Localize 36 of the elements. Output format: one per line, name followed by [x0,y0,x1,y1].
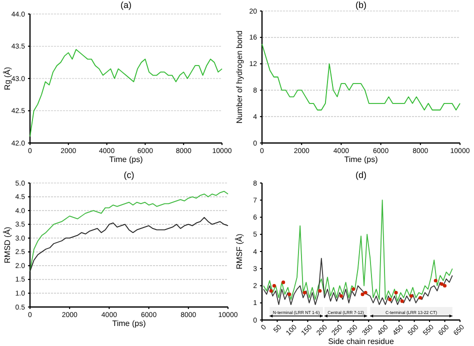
line-series [30,216,228,272]
point [400,299,404,303]
point [440,282,444,286]
point [388,298,392,302]
point [269,289,273,293]
point [360,292,364,296]
x-axis-title: Time (ps) [344,155,378,164]
point [364,290,368,294]
line-series [30,49,222,137]
chart-title: (c) [124,170,134,180]
y-axis-title: RMSD (Å) [3,226,12,264]
x-axis-title: Time (ps) [109,155,144,164]
point [272,284,276,288]
point [442,284,447,288]
chart-title: (b) [356,0,366,10]
point [339,294,343,298]
point [409,294,414,298]
line-series [30,190,228,272]
x-axis-title: Side chain residue [328,337,394,346]
point [282,280,286,284]
chart-title: (d) [356,170,366,180]
point [318,289,322,293]
point [394,290,398,294]
y-axis-title: Number of hydrogen bond [235,30,244,124]
y-axis-title: Rg (Å) [3,66,12,90]
chart-title: (a) [120,0,132,10]
line-series [263,200,453,302]
x-axis-title: Time (ps) [112,319,146,328]
point [352,287,356,291]
y-axis-title: RMSF (Å) [235,233,244,270]
point [288,292,292,296]
line-series [263,258,453,306]
point [434,278,438,282]
line-series [262,44,460,110]
point [418,296,422,300]
point [302,290,306,294]
